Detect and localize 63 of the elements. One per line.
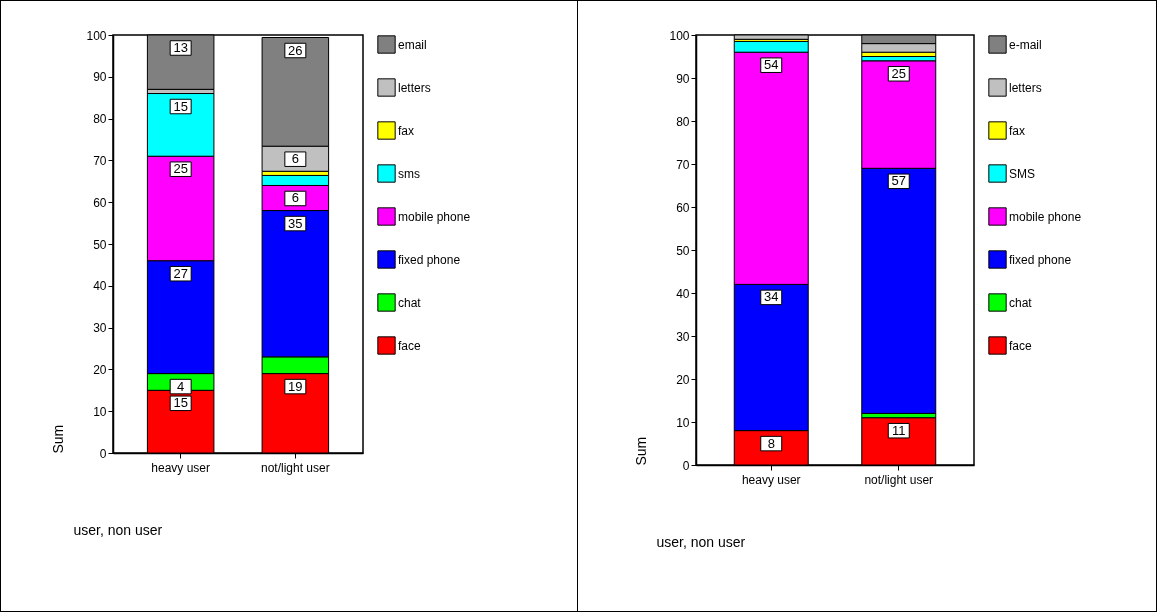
legend-label: letters [1009,80,1042,95]
data-label: 6 [291,190,299,206]
y-tick-label: 10 [676,415,690,430]
y-tick-label: 10 [93,404,107,419]
legend-label: fax [1009,123,1026,138]
data-label: 25 [173,161,188,177]
data-label: 35 [288,215,303,231]
legend-label: fixed phone [1009,252,1072,267]
data-label: 15 [173,98,188,114]
y-axis-title: Sum [633,436,650,466]
legend-label: chat [1009,295,1033,310]
y-tick-label: 80 [93,112,107,127]
y-tick-label: 100 [669,28,690,43]
y-tick-label: 90 [676,71,690,86]
legend-label: mobile phone [398,209,471,224]
legend-label: e-mail [1009,37,1042,52]
legend-label: face [398,338,422,353]
x-tick-label: not/light user [864,472,934,487]
y-tick-label: 40 [676,286,690,301]
y-tick-label: 60 [676,200,690,215]
y-tick-label: 20 [93,362,107,377]
legend-label: face [1009,338,1033,353]
x-tick-label: heavy user [741,472,801,487]
legend-label: fixed phone [398,252,461,267]
data-label: 54 [764,57,779,73]
data-label: 6 [291,151,299,167]
y-tick-label: 60 [93,195,107,210]
y-tick-label: 80 [676,114,690,129]
legend-label: chat [398,295,422,310]
y-tick-label: 90 [93,70,107,85]
y-tick-label: 70 [676,157,690,172]
data-label: 25 [891,65,906,81]
data-label: 57 [891,173,906,189]
y-tick-label: 40 [93,279,107,294]
data-label: 27 [173,265,188,281]
data-label: 8 [767,435,775,451]
x-axis-title: user, non user [73,521,163,538]
data-label: 13 [173,40,188,55]
y-axis-title: Sum [50,424,67,454]
data-label: 15 [173,395,188,411]
y-tick-label: 20 [676,372,690,387]
data-label: 26 [288,42,303,58]
y-tick-label: 100 [86,28,107,43]
data-label: 11 [892,422,906,438]
data-label: 19 [288,378,303,394]
x-axis-title: user, non user [656,533,746,550]
y-tick-label: 70 [93,153,107,168]
legend-label: letters [398,80,431,95]
y-tick-label: 50 [93,237,107,252]
y-tick-label: 30 [676,329,690,344]
legend-label: email [398,37,427,52]
y-tick-label: 0 [99,446,107,461]
y-tick-label: 0 [682,458,690,473]
legend-label: SMS [1009,166,1036,181]
legend-label: sms [398,166,420,181]
data-label: 34 [764,289,779,305]
x-tick-label: not/light user [260,460,330,475]
x-tick-label: heavy user [151,460,211,475]
y-tick-label: 50 [676,243,690,258]
legend-label: fax [398,123,415,138]
y-tick-label: 30 [93,321,107,336]
legend-label: mobile phone [1009,209,1082,224]
data-label: 4 [177,378,185,394]
